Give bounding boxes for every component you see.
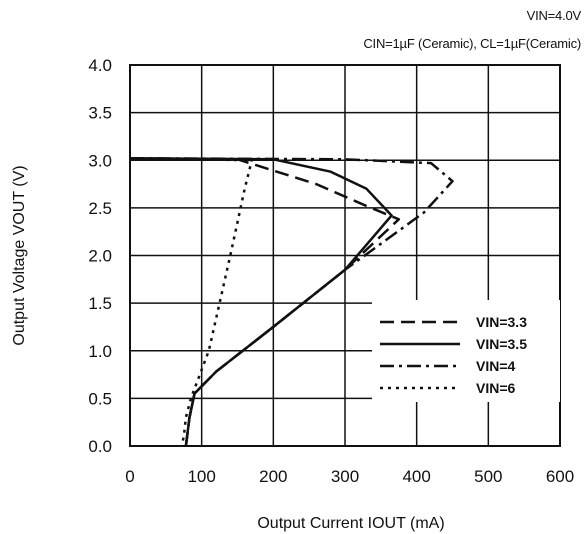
- legend-label-4: VIN=6: [476, 380, 516, 396]
- series-lines: [129, 157, 454, 447]
- condition-capacitor-text: CIN=1µF (Ceramic), CL=1µF(Ceramic): [363, 36, 581, 51]
- y-axis-label: Output Voltage VOUT (V): [11, 165, 28, 345]
- y-tick-label: 0.5: [88, 389, 112, 408]
- x-axis-ticks: 0 100 200 300 400 500 600: [125, 467, 574, 486]
- x-tick-label: 600: [546, 467, 574, 486]
- y-tick-label: 2.5: [88, 199, 112, 218]
- y-tick-label: 1.5: [88, 294, 112, 313]
- legend: VIN=3.3 VIN=3.5 VIN=4 VIN=6: [372, 300, 560, 402]
- series-line-4: [129, 157, 254, 447]
- y-tick-label: 0.0: [88, 437, 112, 456]
- series-line-1: [129, 157, 401, 447]
- y-tick-label: 1.0: [88, 342, 112, 361]
- y-tick-label: 3.0: [88, 151, 112, 170]
- condition-vin-text: VIN=4.0V: [526, 8, 582, 23]
- y-tick-label: 4.0: [88, 56, 112, 75]
- legend-label-3: VIN=4: [476, 358, 516, 374]
- legend-background: [372, 300, 560, 402]
- x-tick-label: 100: [187, 467, 215, 486]
- legend-label-1: VIN=3.3: [476, 314, 527, 330]
- y-tick-label: 3.5: [88, 104, 112, 123]
- x-axis-label: Output Current IOUT (mA): [257, 515, 444, 532]
- series-line-3: [129, 157, 454, 447]
- plot-frame: [129, 64, 561, 447]
- y-axis-ticks: 0.0 0.5 1.0 1.5 2.0 2.5 3.0 3.5 4.0: [88, 56, 112, 456]
- x-tick-label: 0: [125, 467, 134, 486]
- legend-label-2: VIN=3.5: [476, 336, 527, 352]
- x-tick-label: 500: [474, 467, 502, 486]
- x-tick-label: 300: [331, 467, 359, 486]
- x-tick-label: 400: [402, 467, 430, 486]
- x-tick-label: 200: [259, 467, 287, 486]
- series-line-2: [129, 157, 393, 447]
- y-tick-label: 2.0: [88, 247, 112, 266]
